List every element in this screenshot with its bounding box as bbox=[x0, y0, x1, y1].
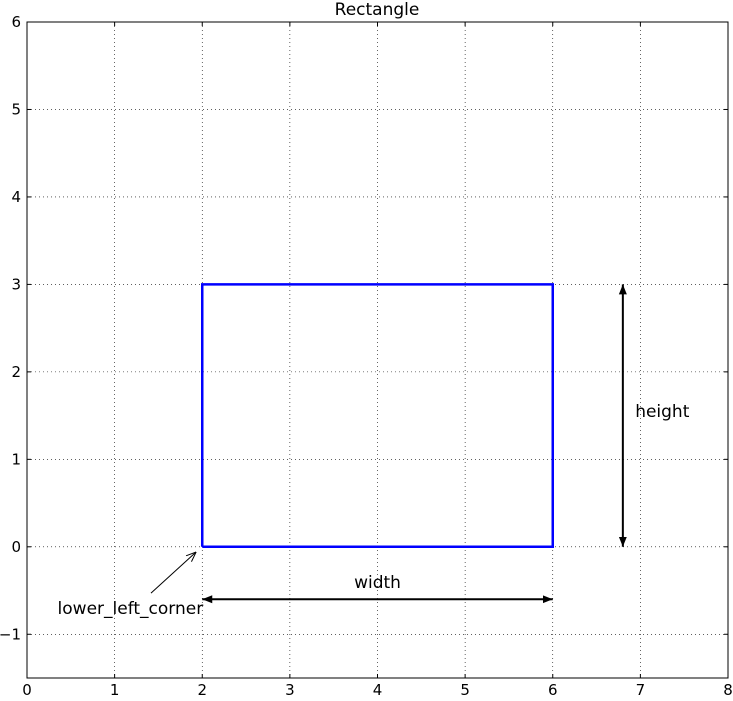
annotation-label: lower_left_corner bbox=[58, 599, 204, 619]
y-tick-label: 0 bbox=[11, 538, 21, 556]
annotation-arrow bbox=[150, 552, 196, 594]
x-tick-label: 6 bbox=[548, 681, 558, 697]
y-tick-label: 4 bbox=[11, 188, 21, 206]
rectangle-outline bbox=[201, 283, 554, 549]
y-tick-label: 3 bbox=[11, 275, 21, 293]
ticks: 0 1 2 3 4 5 6 7 8 −1 0 1 2 3 4 5 6 bbox=[0, 13, 733, 699]
x-tick-label: 5 bbox=[460, 681, 470, 697]
annotation-label: width bbox=[354, 573, 401, 593]
x-tick-label: 3 bbox=[285, 681, 295, 697]
x-tick-label: 4 bbox=[373, 681, 383, 697]
chart-title: Rectangle bbox=[335, 0, 420, 20]
marks: width height lower_left_corner bbox=[58, 283, 690, 619]
y-tick-label: 5 bbox=[11, 100, 21, 118]
x-tick-label: 7 bbox=[636, 681, 646, 697]
x-tick-label: 0 bbox=[22, 681, 32, 697]
y-tick-label: 2 bbox=[11, 363, 21, 381]
x-tick-label: 2 bbox=[197, 681, 207, 697]
y-tick-label: 1 bbox=[11, 450, 21, 468]
y-tick-label: −1 bbox=[0, 625, 21, 643]
y-tick-label: 6 bbox=[11, 13, 21, 31]
grid bbox=[27, 22, 728, 678]
x-tick-label: 1 bbox=[110, 681, 120, 697]
annotation-label: height bbox=[635, 402, 690, 422]
x-tick-label: 8 bbox=[723, 681, 733, 697]
